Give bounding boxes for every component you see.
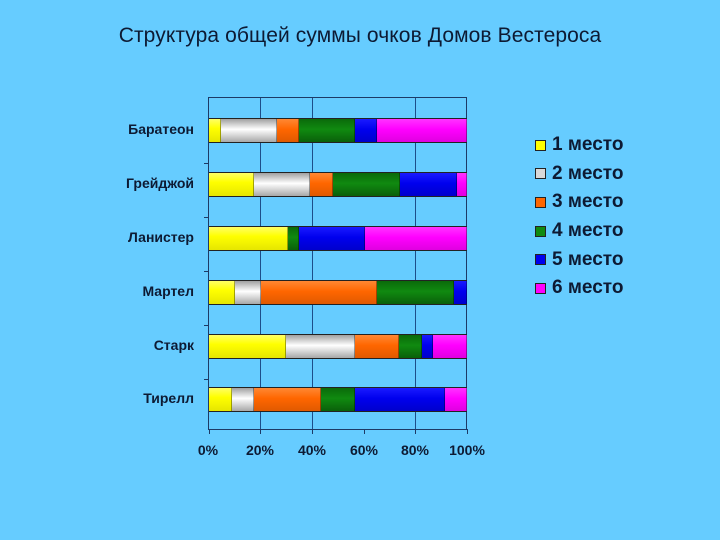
bar-segment-place-5 (421, 335, 434, 358)
bar-segment-place-2 (234, 281, 261, 304)
bar-segment-place-6 (365, 227, 467, 250)
y-tick (204, 217, 208, 218)
bar-segment-place-5 (354, 388, 446, 411)
bar-segment-place-3 (254, 388, 322, 411)
bar-segment-place-1 (209, 388, 233, 411)
x-axis-label: 40% (297, 442, 327, 458)
legend-label: 6 место (552, 277, 624, 299)
y-tick (204, 379, 208, 380)
legend-label: 1 место (552, 134, 624, 156)
y-axis-label: Старк (153, 337, 194, 353)
bar-segment-place-4 (398, 335, 422, 358)
legend-swatch-icon (535, 139, 546, 151)
legend: 1 место 2 место 3 место 4 место 5 место 6 мес… (535, 131, 623, 303)
bar-segment-place-3 (309, 173, 333, 196)
plot-area (204, 97, 468, 434)
y-tick (204, 325, 208, 326)
x-tick (364, 429, 365, 434)
x-axis-label: 100% (449, 442, 485, 458)
legend-swatch-icon (535, 282, 546, 294)
legend-label: 3 место (552, 191, 624, 213)
legend-label: 2 место (552, 162, 624, 184)
x-axis-label: 20% (245, 442, 275, 458)
y-axis-label: Ланистер (127, 229, 194, 245)
bar-segment-place-1 (209, 335, 287, 358)
x-tick (312, 429, 313, 434)
bar-segment-place-3 (354, 335, 399, 358)
bar-segment-place-4 (332, 173, 400, 196)
bar-segment-place-4 (287, 227, 300, 250)
bar-segment-place-4 (299, 119, 355, 142)
bar-segment-place-2 (232, 388, 255, 411)
bar-segment-place-2 (220, 119, 278, 142)
bar-segment-place-1 (209, 119, 221, 142)
bar-segment-place-2 (286, 335, 355, 358)
x-tick (415, 429, 416, 434)
stacked-bar (209, 334, 467, 359)
y-axis-label: Баратеон (128, 121, 194, 137)
y-tick (204, 163, 208, 164)
gridline-80 (415, 98, 416, 429)
legend-item: 1 место (535, 131, 623, 160)
gridline-20 (260, 98, 261, 429)
bar-segment-place-3 (277, 119, 300, 142)
bar-segment-place-5 (299, 227, 366, 250)
legend-swatch-icon (535, 168, 546, 180)
stacked-bar (209, 387, 467, 412)
y-axis-label: Тирелл (143, 390, 194, 406)
gridline-40 (312, 98, 313, 429)
bar-segment-place-5 (454, 281, 467, 304)
x-axis-label: 80% (400, 442, 430, 458)
bar-segment-place-5 (399, 173, 457, 196)
x-axis-label: 0% (197, 442, 219, 458)
legend-swatch-icon (535, 196, 546, 208)
legend-item: 3 место (535, 188, 623, 217)
legend-item: 4 место (535, 217, 623, 246)
stacked-bar (209, 226, 467, 251)
stacked-bar (209, 280, 467, 305)
y-tick (204, 271, 208, 272)
x-tick (467, 429, 468, 434)
legend-item: 2 место (535, 160, 623, 189)
bar-segment-place-5 (354, 119, 377, 142)
legend-item: 6 место (535, 274, 623, 303)
stacked-bar (209, 172, 467, 197)
bar-segment-place-4 (376, 281, 455, 304)
bar-segment-place-1 (209, 227, 288, 250)
bar-segment-place-3 (260, 281, 377, 304)
bar-segment-place-6 (445, 388, 467, 411)
bar-segment-place-6 (456, 173, 467, 196)
x-axis-label: 60% (349, 442, 379, 458)
bar-segment-place-2 (254, 173, 310, 196)
bar-segment-place-1 (209, 173, 255, 196)
legend-swatch-icon (535, 225, 546, 237)
legend-item: 5 место (535, 245, 623, 274)
bar-segment-place-6 (433, 335, 467, 358)
legend-label: 5 место (552, 248, 624, 270)
x-tick (260, 429, 261, 434)
bar-segment-place-4 (321, 388, 355, 411)
bar-segment-place-1 (209, 281, 235, 304)
y-axis-label: Грейджой (126, 175, 194, 191)
chart-title: Структура общей суммы очков Домов Вестер… (118, 24, 602, 47)
bar-segment-place-6 (376, 119, 467, 142)
y-axis-label: Мартел (142, 283, 194, 299)
legend-swatch-icon (535, 254, 546, 266)
legend-label: 4 место (552, 220, 624, 242)
stacked-bar (209, 118, 467, 143)
x-tick (209, 429, 210, 434)
